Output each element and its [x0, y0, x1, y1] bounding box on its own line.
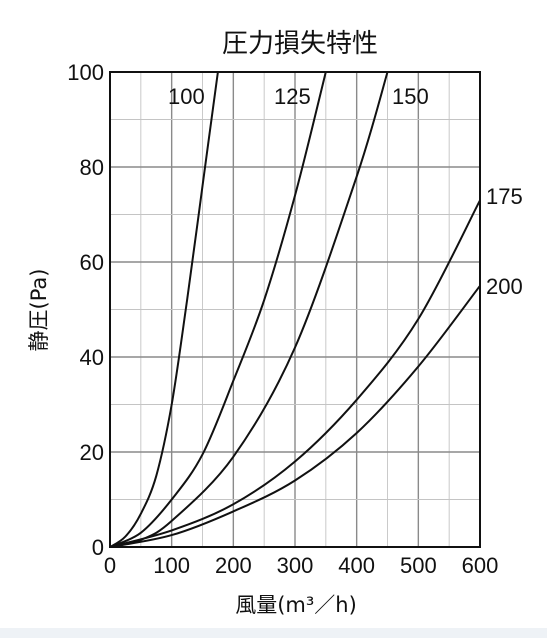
series-curve-100 [109, 71, 219, 548]
x-tick-label: 600 [462, 553, 499, 578]
series-curves [109, 71, 481, 548]
series-label-100: 100 [168, 84, 205, 109]
series-curve-125 [109, 71, 327, 548]
bottom-band [0, 628, 547, 638]
series-curve-175 [109, 199, 481, 548]
plot-frame [109, 71, 481, 548]
series-curve-200 [109, 285, 481, 548]
x-axis-label: 風量(m³／h) [235, 593, 357, 617]
series-labels: 100 125 150 175 200 [168, 84, 523, 299]
series-label-125: 125 [274, 84, 311, 109]
x-tick-label: 400 [338, 553, 375, 578]
series-label-175: 175 [486, 184, 523, 209]
x-tick-label: 100 [153, 553, 190, 578]
y-tick-labels: 0 20 40 60 80 100 [67, 60, 104, 560]
y-tick-label: 80 [80, 155, 104, 180]
y-tick-label: 40 [80, 345, 104, 370]
series-label-200: 200 [486, 274, 523, 299]
chart-title: 圧力損失特性 [222, 29, 378, 59]
y-tick-label: 0 [92, 535, 104, 560]
y-axis-label: 静圧(Pa) [27, 269, 51, 352]
x-tick-label: 300 [277, 553, 314, 578]
x-tick-label: 500 [400, 553, 437, 578]
y-tick-label: 60 [80, 250, 104, 275]
y-tick-label: 20 [80, 440, 104, 465]
x-tick-labels: 0 100 200 300 400 500 600 [104, 553, 498, 578]
series-label-150: 150 [392, 84, 429, 109]
y-tick-label: 100 [67, 60, 104, 85]
x-tick-label: 200 [215, 553, 252, 578]
x-tick-label: 0 [104, 553, 116, 578]
